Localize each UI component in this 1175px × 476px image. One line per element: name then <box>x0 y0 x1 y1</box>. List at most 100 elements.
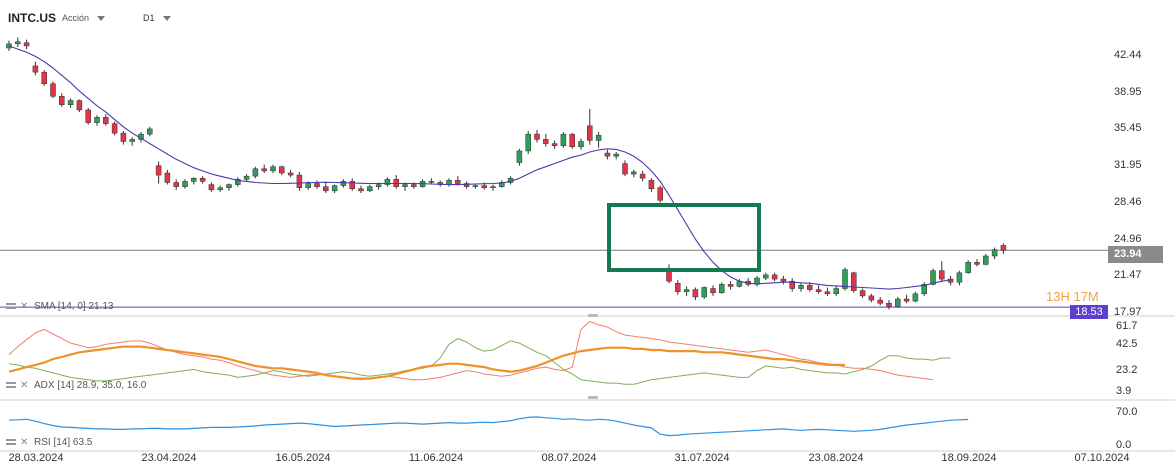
candle-body <box>455 180 461 184</box>
timeframe-dropdown-icon[interactable] <box>162 15 171 21</box>
candle-body <box>613 153 619 157</box>
candle-body <box>270 166 276 172</box>
rsi-tick-label: 0.0 <box>1116 439 1132 451</box>
candle-body <box>331 185 338 192</box>
candle-body <box>481 185 487 188</box>
candle-body <box>340 181 347 186</box>
candle-body <box>912 293 919 302</box>
candle-body <box>877 299 883 304</box>
candle-body <box>85 109 91 123</box>
candle-body <box>833 288 839 295</box>
indicator-settings-icon[interactable] <box>6 438 16 447</box>
remove-sma-icon[interactable]: ✕ <box>20 300 29 312</box>
candle-body <box>15 41 21 45</box>
candle-body <box>226 184 232 188</box>
candle-body <box>771 274 778 280</box>
candle-body <box>798 285 804 289</box>
candle-body <box>173 182 179 187</box>
candle-body <box>1000 245 1007 251</box>
date-tick-label: 16.05.2024 <box>275 452 331 464</box>
date-tick-label: 28.03.2024 <box>8 452 64 464</box>
adx-tick-label: 23.2 <box>1116 364 1138 376</box>
date-tick-label: 31.07.2024 <box>674 452 730 464</box>
candle-body <box>895 298 901 307</box>
candle-body <box>815 289 822 292</box>
candle-body <box>463 183 470 187</box>
candle-body <box>587 125 593 141</box>
candle-body <box>111 123 118 134</box>
sma-value-tag: 18.53 <box>1070 305 1108 319</box>
indicator-settings-icon[interactable] <box>6 302 16 311</box>
candle-body <box>983 255 989 265</box>
candle-body <box>349 181 355 190</box>
price-tick-label: 31.95 <box>1114 159 1142 172</box>
candle-body <box>217 187 223 191</box>
candle-body <box>868 295 875 301</box>
candle-body <box>252 168 259 177</box>
remove-adx-icon[interactable]: ✕ <box>20 379 29 391</box>
candle-body <box>525 133 531 152</box>
candle-body <box>23 42 30 47</box>
sma-line <box>8 45 951 290</box>
candle-body <box>147 128 153 135</box>
highlight-box <box>607 203 761 272</box>
symbol-dropdown-icon[interactable] <box>97 15 106 21</box>
candle-body <box>991 249 998 257</box>
timeframe-label[interactable]: D1 <box>143 13 155 23</box>
candle-body <box>305 183 311 188</box>
candle-body <box>384 179 391 185</box>
candle-body <box>534 133 540 140</box>
remove-rsi-icon[interactable]: ✕ <box>20 436 29 448</box>
candle-body <box>428 181 435 183</box>
indicator-settings-icon[interactable] <box>6 381 16 390</box>
sma-legend: ✕ SMA [14, 0] 21.13 <box>6 301 114 312</box>
adx-legend: ✕ ADX [14] 28.9, 35.0, 16.0 <box>6 380 146 391</box>
candle-body <box>551 143 558 146</box>
date-tick-label: 08.07.2024 <box>541 452 597 464</box>
adx-tick-label: 3.9 <box>1116 385 1132 397</box>
date-tick-label: 18.09.2024 <box>941 452 997 464</box>
sma-label: SMA [14, 0] 21.13 <box>34 301 114 312</box>
price-tick-label: 17.97 <box>1114 306 1142 318</box>
candle-body <box>50 83 56 97</box>
candle-body <box>208 184 215 191</box>
rsi-legend: ✕ RSI [14] 63.5 <box>6 437 92 448</box>
chart-header: INTC.US Acción D1 <box>8 9 171 27</box>
date-tick-label: 23.08.2024 <box>808 452 864 464</box>
candle-body <box>859 290 866 297</box>
candle-body <box>314 183 320 187</box>
candle-body <box>32 65 39 73</box>
candle-body <box>701 287 707 298</box>
candle-body <box>789 280 795 289</box>
candle-body <box>367 186 373 192</box>
candle-body <box>903 298 910 302</box>
price-tick-label: 35.45 <box>1114 122 1142 135</box>
price-tick-label: 24.96 <box>1114 232 1142 245</box>
candle-body <box>358 188 364 192</box>
candle-body <box>94 117 100 123</box>
candle-body <box>323 186 329 192</box>
candle-body <box>560 133 567 146</box>
candle-body <box>648 180 655 190</box>
candle-body <box>604 152 611 157</box>
symbol-label[interactable]: INTC.US <box>8 11 56 25</box>
candle-body <box>402 184 408 187</box>
candle-body <box>974 262 980 265</box>
candle-body <box>543 139 549 144</box>
candle-body <box>446 180 452 185</box>
candle-body <box>76 100 83 111</box>
di-plus-line <box>8 338 951 385</box>
di-minus-line <box>8 320 934 381</box>
rsi-tick-label: 70.0 <box>1116 406 1138 418</box>
candle-body <box>631 171 637 175</box>
candle-body <box>851 272 857 291</box>
candle-body <box>490 186 496 188</box>
candle-body <box>780 278 787 282</box>
price-tick-label: 28.46 <box>1114 195 1142 208</box>
candle-body <box>719 284 725 293</box>
candle-body <box>639 173 646 179</box>
candle-body <box>411 184 417 187</box>
candle-body <box>807 285 813 290</box>
